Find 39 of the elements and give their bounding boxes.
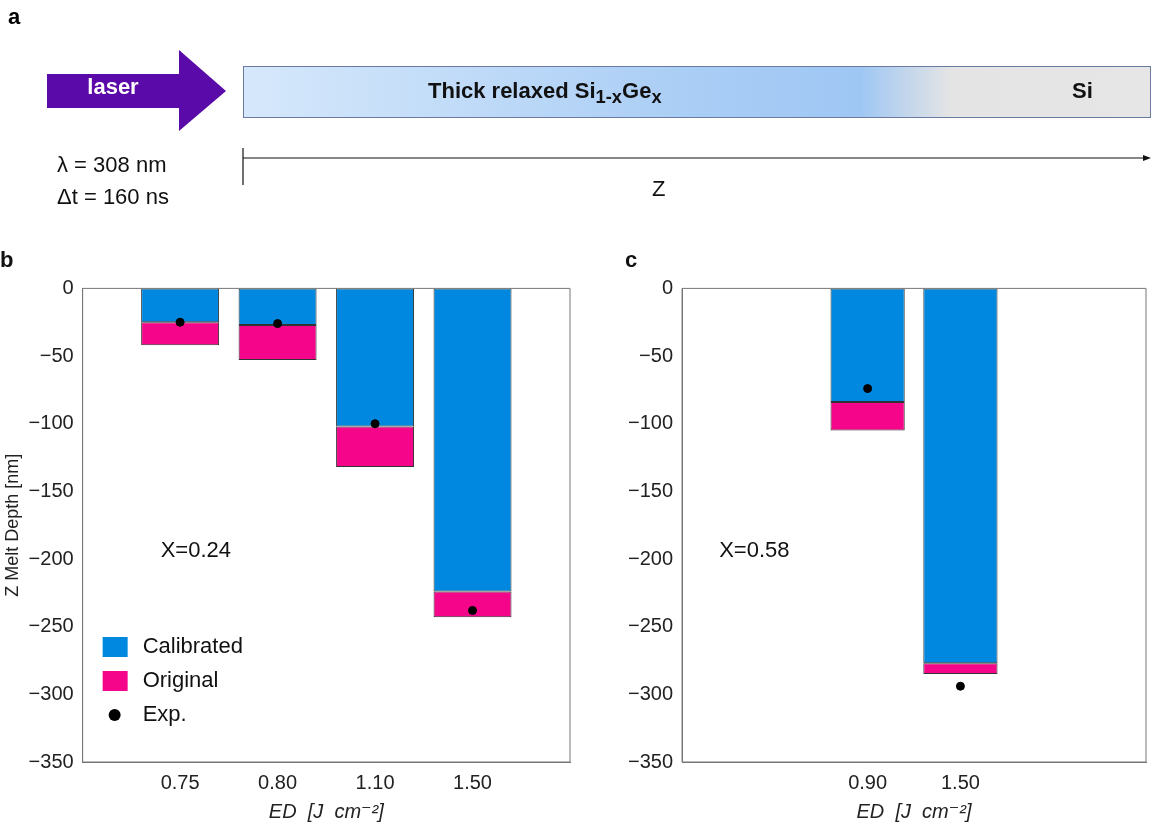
x-tick-label: 1.50 — [940, 770, 980, 793]
y-tick-label: −100 — [28, 411, 74, 434]
text: λ = 308 nm — [57, 152, 167, 178]
x-tick-label: 1.50 — [453, 770, 492, 793]
text: Δt = 160 ns — [57, 184, 169, 210]
chart-title: b — [0, 247, 14, 273]
y-tick-label: −250 — [627, 614, 674, 637]
chart-title: c — [625, 247, 638, 273]
text: Si — [1072, 78, 1093, 104]
y-tick-label: −100 — [627, 411, 674, 434]
y-tick-label: 0 — [661, 275, 674, 298]
y-tick-label: −350 — [627, 749, 674, 772]
text: Z — [652, 176, 666, 202]
x-tick-label: 0.80 — [258, 770, 298, 793]
annotation: X=0.24 — [160, 537, 231, 563]
y-tick-label: −150 — [28, 478, 74, 501]
y-tick-label: −200 — [28, 546, 74, 569]
text: Thick relaxed Si$_{1-x}$Ge$_{x}$ — [428, 78, 662, 109]
legend-label: Exp. — [142, 701, 187, 727]
x-tick-label: 0.75 — [160, 770, 200, 793]
text: a — [8, 4, 21, 30]
x-axis-title: ED [J cm⁻²] — [856, 799, 972, 822]
y-tick-label: −150 — [627, 478, 674, 501]
annotation: X=0.58 — [719, 537, 790, 563]
legend-label: Calibrated — [142, 633, 243, 659]
y-tick-label: −300 — [627, 681, 674, 704]
x-axis-title: ED [J cm⁻²] — [268, 799, 385, 822]
y-tick-label: −300 — [28, 681, 74, 704]
x-tick-label: 0.90 — [848, 770, 888, 793]
y-tick-label: −200 — [627, 546, 674, 569]
y-tick-label: 0 — [62, 275, 74, 298]
text: laser — [86, 74, 140, 100]
y-axis-title: Z Melt Depth [nm] — [1, 453, 22, 597]
y-tick-label: −250 — [28, 614, 74, 637]
y-tick-label: −50 — [639, 343, 674, 366]
legend-label: Original — [142, 667, 219, 693]
y-tick-label: −350 — [28, 749, 74, 772]
x-tick-label: 1.10 — [355, 770, 395, 793]
y-tick-label: −50 — [39, 343, 74, 366]
